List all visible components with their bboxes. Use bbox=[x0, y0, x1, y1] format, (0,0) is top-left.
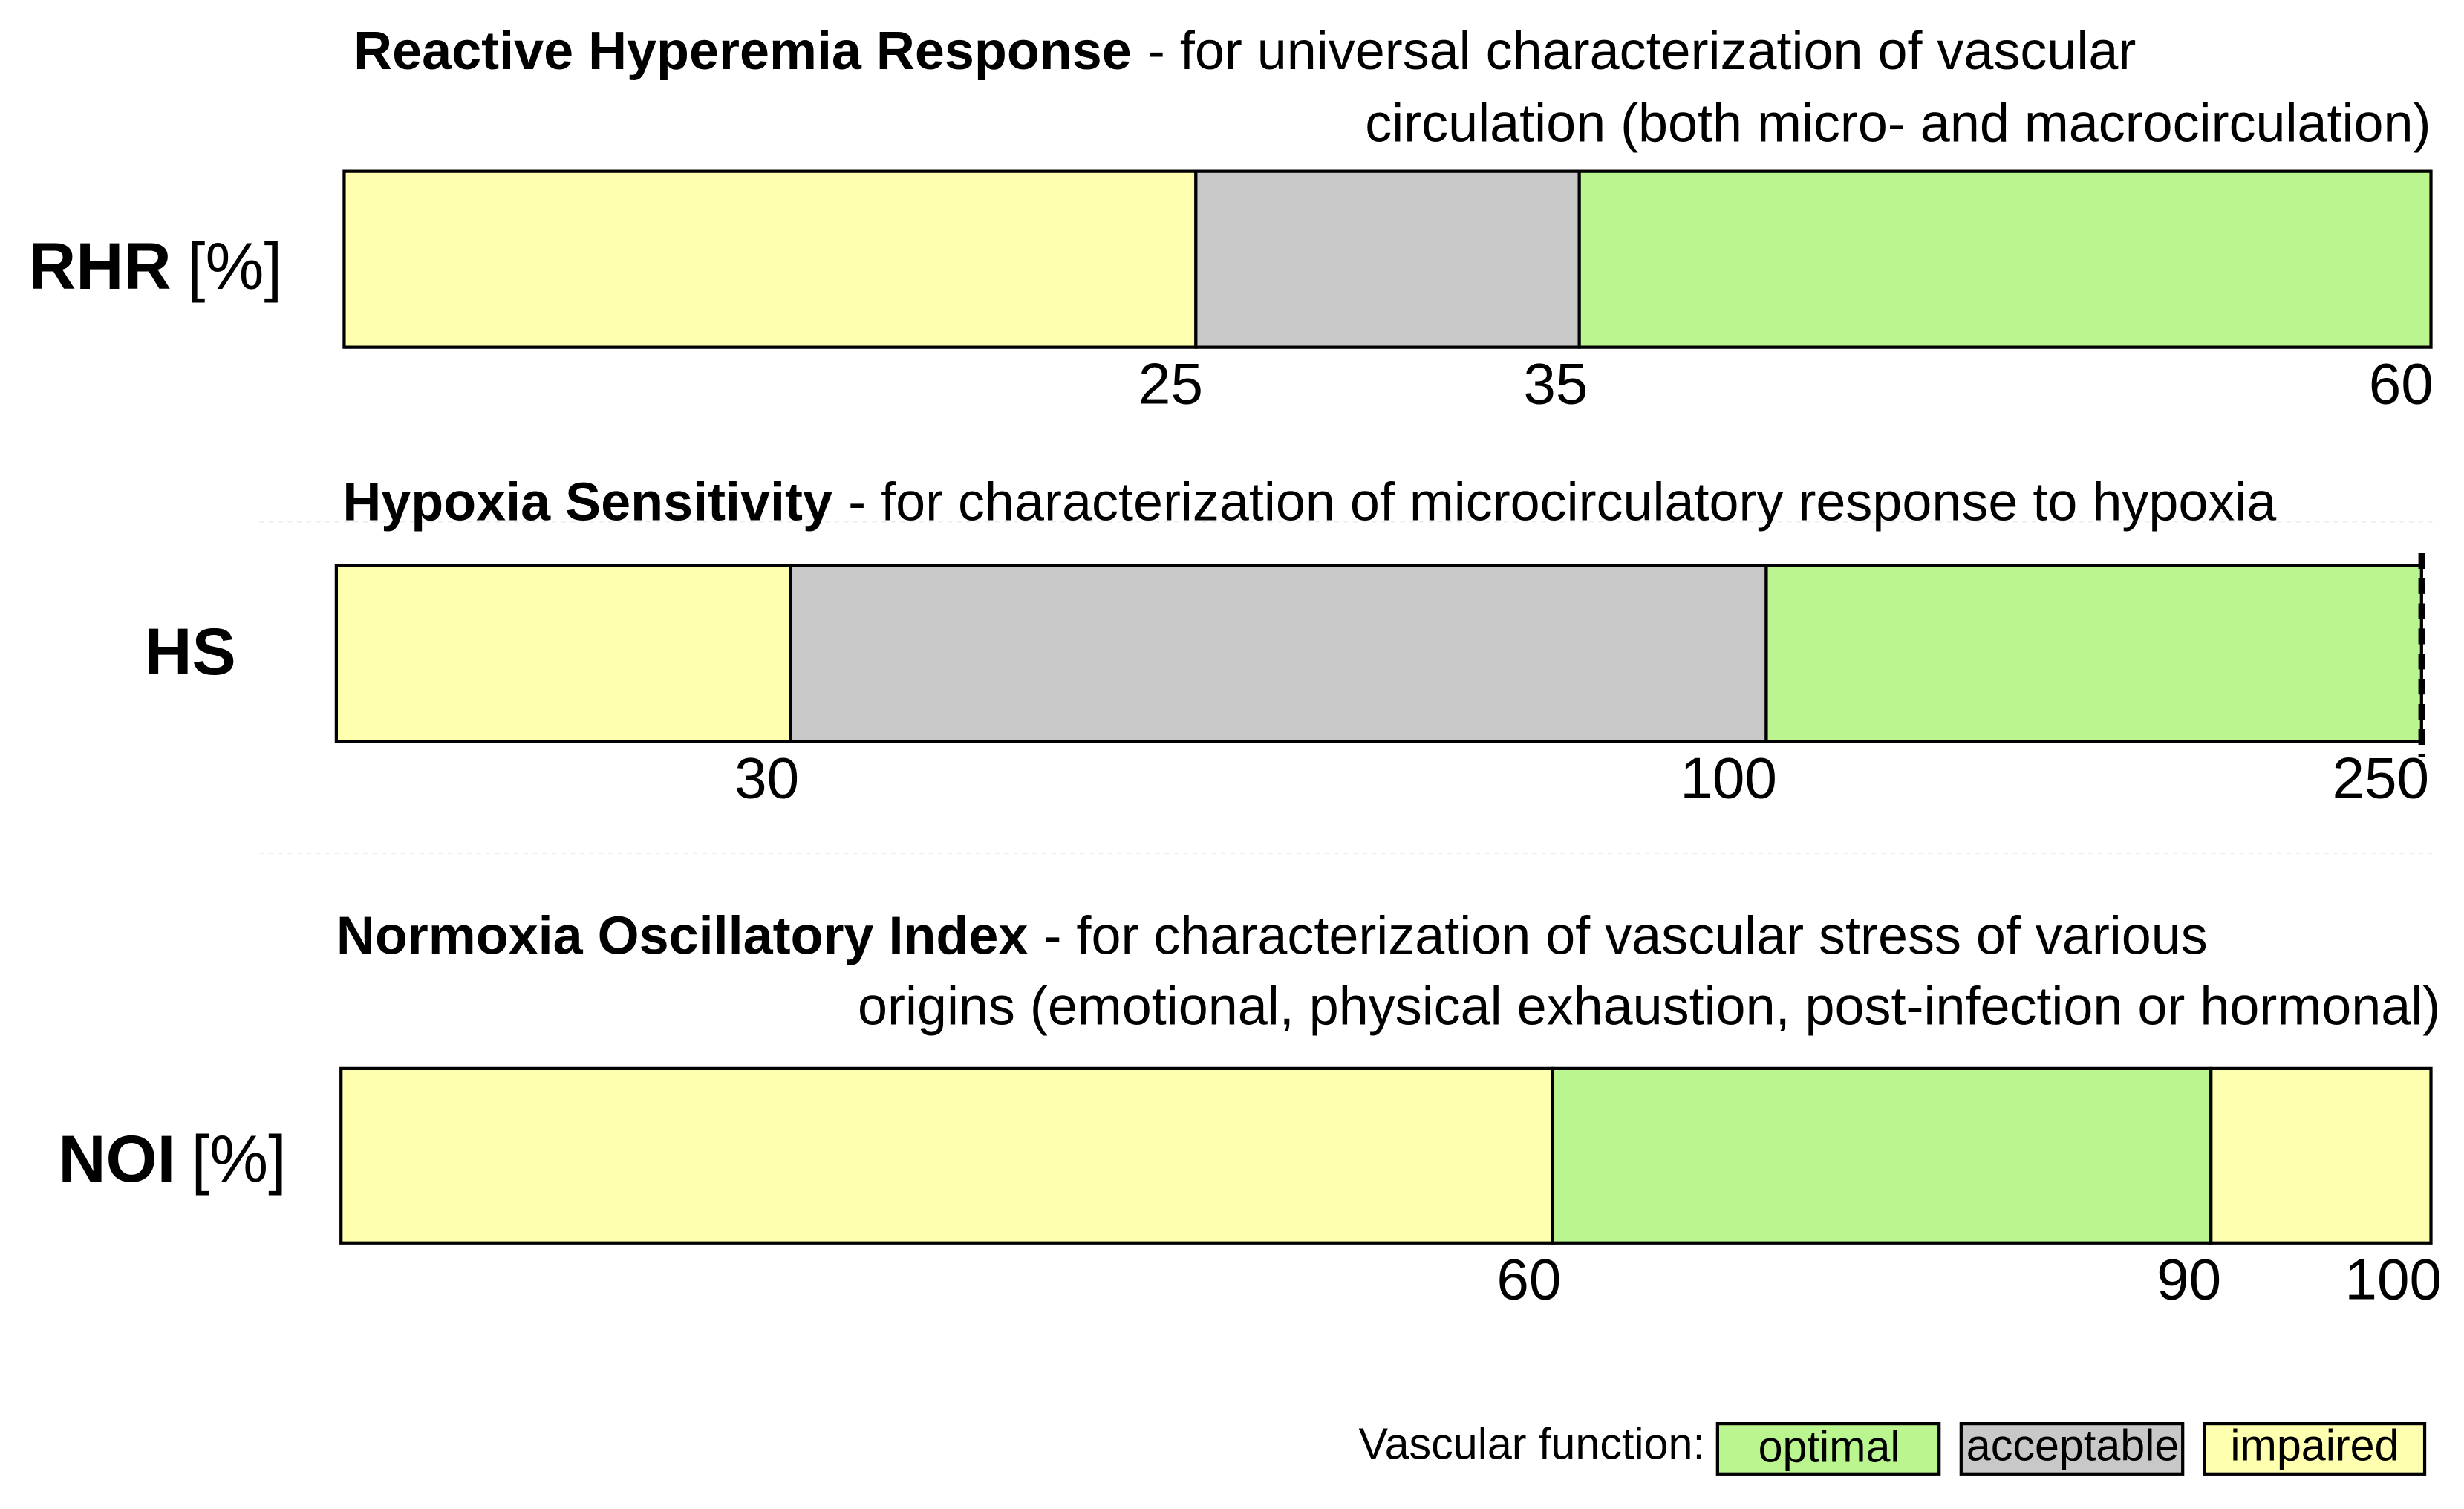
legend-item: acceptable bbox=[1966, 1421, 2180, 1470]
threshold: 60 bbox=[1496, 1246, 1561, 1311]
segment-impaired bbox=[2209, 1066, 2433, 1245]
row-label: RHR [%] bbox=[28, 230, 282, 304]
title-text: circulation (both micro- and macrocircul… bbox=[1365, 94, 2431, 153]
segment-optimal bbox=[1764, 564, 2423, 743]
threshold: 25 bbox=[1138, 351, 1203, 416]
title-bold: Normoxia Oscillatory Index bbox=[336, 906, 1028, 965]
segment-impaired bbox=[334, 564, 792, 743]
threshold: 30 bbox=[734, 745, 799, 810]
threshold: 90 bbox=[2157, 1246, 2221, 1311]
threshold: 60 bbox=[2369, 351, 2434, 416]
title-text: - for characterization of vascular stres… bbox=[1044, 906, 2208, 965]
segment-impaired bbox=[339, 1066, 1554, 1245]
legend-swatch bbox=[2203, 1421, 2427, 1476]
threshold: 100 bbox=[2344, 1246, 2442, 1311]
label-bold: NOI bbox=[58, 1122, 175, 1196]
title-bold: Hypoxia Sensitivity bbox=[342, 472, 832, 532]
threshold: 100 bbox=[1680, 745, 1777, 810]
panel-title: Normoxia Oscillatory Index - for characte… bbox=[336, 906, 2208, 965]
panel-title: Reactive Hyperemia Response - for univers… bbox=[353, 22, 2136, 81]
row-label: HS bbox=[144, 615, 235, 688]
title-bold: Reactive Hyperemia Response bbox=[353, 22, 1132, 81]
legend-title: Vascular function: bbox=[1358, 1418, 1704, 1468]
legend-item: impaired bbox=[2230, 1421, 2399, 1470]
title-text: - for universal characterization of vasc… bbox=[1147, 22, 2136, 81]
segment-acceptable bbox=[789, 564, 1768, 743]
segment-impaired bbox=[342, 169, 1198, 349]
segment-optimal bbox=[1577, 169, 2433, 349]
label-unit: [%] bbox=[191, 1122, 286, 1196]
threshold: 250 bbox=[2332, 745, 2429, 810]
title-text: origins (emotional, physical exhaustion,… bbox=[858, 977, 2440, 1037]
panel-title: Hypoxia Sensitivity - for characterizatio… bbox=[342, 472, 2277, 532]
threshold: 35 bbox=[1523, 351, 1588, 416]
label-bold: RHR bbox=[28, 230, 172, 304]
row-label: NOI [%] bbox=[58, 1122, 287, 1196]
segment-acceptable bbox=[1194, 169, 1581, 349]
legend-item: optimal bbox=[1759, 1422, 1900, 1472]
legend-swatch bbox=[1715, 1421, 1941, 1476]
title-text: - for characterization of microcirculato… bbox=[848, 472, 2277, 532]
segment-optimal bbox=[1551, 1066, 2213, 1245]
legend-swatch bbox=[1959, 1421, 2185, 1476]
label-unit: [%] bbox=[187, 230, 282, 304]
